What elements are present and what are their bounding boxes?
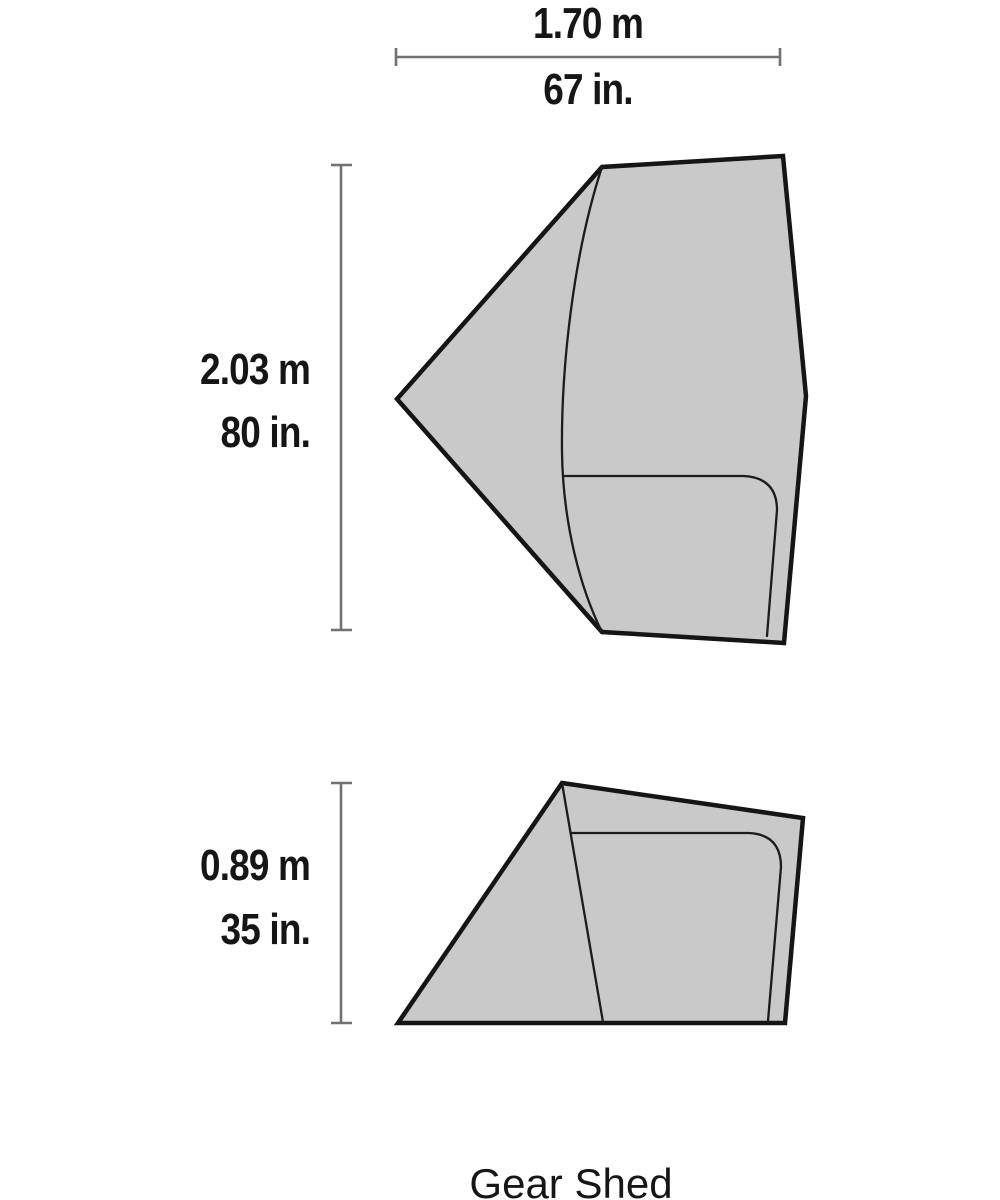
width-metric-label: 1.70 m	[532, 0, 644, 48]
width-imperial-label: 67 in.	[543, 65, 633, 114]
tent-top-view-seam-line	[560, 165, 604, 634]
length-dimension-line	[331, 163, 352, 632]
length-metric-label: 2.03 m	[199, 345, 311, 394]
tent-side-view-door-line	[569, 831, 783, 1023]
product-caption: Gear Shed	[469, 1160, 673, 1200]
height-imperial-label: 35 in.	[220, 905, 311, 954]
height-dimension-line	[331, 781, 352, 1025]
height-metric-label: 0.89 m	[199, 841, 311, 890]
tent-side-view-seam-line	[560, 781, 605, 1024]
tent-side-view-outline	[393, 780, 806, 1026]
tent-top-view-door-line	[561, 474, 779, 638]
tent-top-view	[394, 153, 809, 646]
tent-side-view	[393, 780, 806, 1026]
length-imperial-label: 80 in.	[220, 408, 311, 457]
tent-top-view-outline	[394, 153, 809, 646]
width-dimension-line	[394, 48, 782, 66]
